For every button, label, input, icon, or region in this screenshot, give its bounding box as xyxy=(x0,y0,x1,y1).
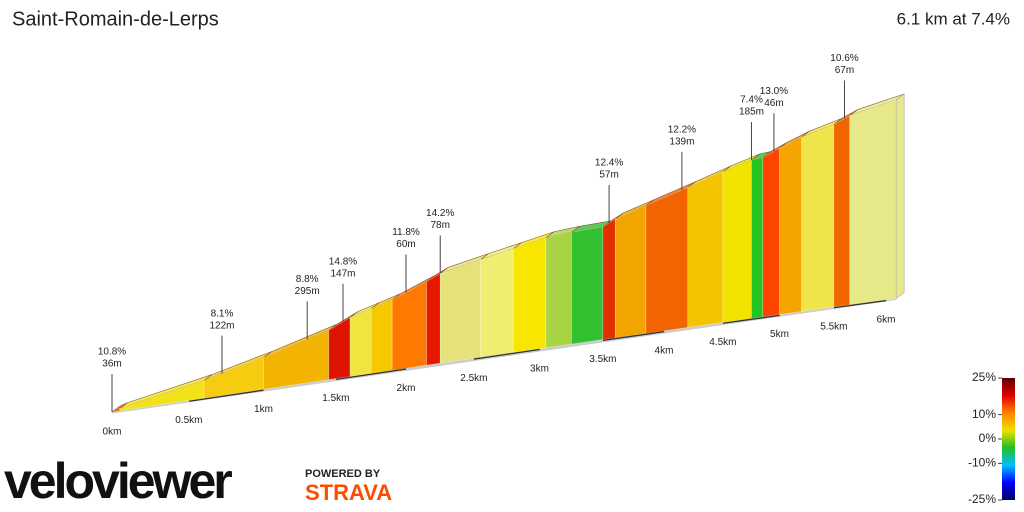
x-tick-label: 3km xyxy=(530,363,549,374)
colorbar xyxy=(1002,378,1015,500)
annotation-grade: 8.8% xyxy=(296,274,319,285)
profile-segment xyxy=(833,115,851,308)
profile-side xyxy=(895,93,905,300)
tick-band xyxy=(602,329,665,342)
colorbar-label: -25% xyxy=(968,492,996,506)
profile-segment xyxy=(614,205,647,339)
chart-subtitle: 6.1 km at 7.4% xyxy=(897,9,1010,28)
annotation-length: 185m xyxy=(739,107,764,118)
x-tick-label: 2.5km xyxy=(460,373,487,384)
chart-title: Saint-Romain-de-Lerps xyxy=(12,8,219,30)
annotation-grade: 10.8% xyxy=(98,347,126,358)
profile-segment xyxy=(602,218,616,340)
annotation-grade: 12.2% xyxy=(668,125,696,136)
annotation-length: 139m xyxy=(669,137,694,148)
x-tick-label: 5.5km xyxy=(820,322,847,333)
profile-segment xyxy=(439,259,481,364)
annotation-grade: 11.8% xyxy=(392,227,420,238)
tick-band xyxy=(335,366,407,381)
profile-segment xyxy=(545,231,572,349)
profile-segment xyxy=(349,308,372,377)
profile-segment xyxy=(426,272,441,366)
profile-segment xyxy=(480,248,514,358)
profile-segment xyxy=(119,380,205,412)
profile-segment xyxy=(762,147,780,318)
colorbar-label: 10% xyxy=(972,407,996,421)
annotation-length: 60m xyxy=(396,239,415,250)
logo: veloviewer xyxy=(4,453,232,509)
x-tick-label: 5km xyxy=(770,329,789,340)
annotation-grade: 7.4% xyxy=(740,95,763,106)
x-tick-label: 1km xyxy=(254,404,273,415)
tick-band xyxy=(722,313,780,324)
annotation-grade: 12.4% xyxy=(595,158,623,169)
profile-segment xyxy=(751,157,764,319)
annotation-grade: 14.8% xyxy=(329,256,357,267)
annotation-grade: 8.1% xyxy=(211,308,234,319)
x-tick-label: 2km xyxy=(397,383,416,394)
annotation-length: 78m xyxy=(430,220,449,231)
x-tick-label: 1.5km xyxy=(322,393,349,404)
annotation-length: 46m xyxy=(764,98,783,109)
annotation-length: 295m xyxy=(295,286,320,297)
x-tick-label: 0km xyxy=(103,427,122,438)
profile-segment xyxy=(571,226,604,345)
profile-segment xyxy=(722,159,752,323)
profile-segment xyxy=(849,99,897,306)
colorbar-label: 0% xyxy=(979,431,997,445)
annotation-length: 36m xyxy=(102,359,121,370)
colorbar-label: -10% xyxy=(968,456,996,470)
tick-band xyxy=(188,387,264,402)
annotation-grade: 13.0% xyxy=(760,86,788,97)
x-tick-label: 4km xyxy=(655,345,674,356)
profile-segment xyxy=(263,329,330,390)
annotation-length: 122m xyxy=(209,320,234,331)
profile-segment xyxy=(687,171,724,328)
profile-segment xyxy=(801,123,835,312)
x-tick-label: 0.5km xyxy=(175,415,202,426)
tick-band xyxy=(473,347,540,360)
annotation-length: 67m xyxy=(835,65,854,76)
annotation-grade: 10.6% xyxy=(830,53,858,64)
profile-segment xyxy=(645,187,689,334)
strava-logo: STRAVA xyxy=(305,480,392,505)
powered-by: POWERED BY xyxy=(305,468,381,480)
profile-segment xyxy=(513,237,547,353)
colorbar-label: 25% xyxy=(972,370,996,384)
profile-segment xyxy=(370,299,393,374)
annotation-length: 147m xyxy=(330,268,355,279)
annotation-grade: 14.2% xyxy=(426,208,454,219)
profile-segment xyxy=(779,136,802,315)
x-tick-label: 3.5km xyxy=(589,354,616,365)
x-tick-label: 6km xyxy=(877,314,896,325)
x-tick-label: 4.5km xyxy=(709,337,736,348)
annotation-length: 57m xyxy=(599,170,618,181)
